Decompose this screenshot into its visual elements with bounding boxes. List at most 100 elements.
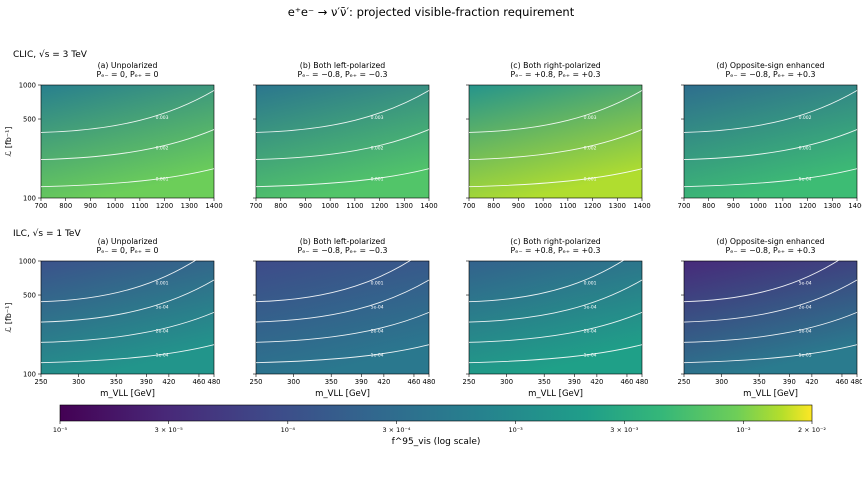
x-tick-label: 250 — [35, 378, 48, 386]
y-axis-label: ℒ [fb⁻¹] — [4, 303, 13, 333]
contour-label: 2e-04 — [371, 328, 384, 334]
panel-subtitle: Pₑ₋ = −0.8, Pₑ₊ = −0.3 — [298, 70, 388, 79]
panel-subtitle: Pₑ₋ = −0.8, Pₑ₊ = +0.3 — [726, 70, 816, 79]
x-tick-label: 480 — [851, 378, 862, 386]
x-tick-label: 1100 — [131, 202, 148, 210]
contour-label: 5e-04 — [371, 304, 384, 310]
y-tick-label: 1000 — [19, 258, 36, 266]
row-label-ilc: ILC, √s = 1 TeV — [13, 228, 81, 239]
contour-line — [468, 129, 643, 161]
heatmap-field — [683, 84, 858, 199]
panel-title: (c) Both right-polarized — [510, 237, 601, 246]
x-tick-label: 350 — [538, 378, 551, 386]
x-tick-label: 1000 — [534, 202, 551, 210]
heatmap-field — [255, 84, 430, 199]
x-tick-label: 1100 — [346, 202, 363, 210]
x-tick-label: 1200 — [371, 202, 388, 210]
panel-subtitle: Pₑ₋ = 0, Pₑ₊ = 0 — [97, 246, 159, 255]
colorbar-ticks: 10⁻⁵ 3 × 10⁻⁵ 10⁻⁴ 3 × 10⁻⁴ 10⁻³ 3 × 10⁻³ 10⁻²… — [53, 421, 826, 434]
contour-label: 2e-04 — [584, 328, 597, 334]
contour-line — [468, 168, 643, 188]
panel-title: (b) Both left-polarized — [300, 237, 385, 246]
contour-label: 5e-04 — [156, 304, 169, 310]
x-tick-label: 390 — [783, 378, 796, 386]
x-tick-label: 1000 — [106, 202, 123, 210]
contour-line — [468, 344, 643, 364]
contour-label: 0.001 — [371, 280, 384, 286]
heatmap-field — [468, 260, 643, 375]
x-axis-label: m_VLL [GeV] — [528, 389, 583, 399]
contour-label: 0.001 — [799, 146, 812, 152]
contour-label: 0.001 — [584, 280, 597, 286]
x-tick-label: 900 — [512, 202, 525, 210]
contour-label: 0.001 — [156, 176, 169, 182]
x-tick-label: 1000 — [321, 202, 338, 210]
x-tick-label: 480 — [636, 378, 649, 386]
x-tick-label: 350 — [753, 378, 766, 386]
x-tick-label: 800 — [59, 202, 72, 210]
contour-label: 2e-04 — [799, 304, 812, 310]
figure-title: e⁺e⁻ → ν′ν̄′: projected visible-fraction… — [288, 5, 575, 19]
x-tick-label: 460 — [620, 378, 633, 386]
x-axis-label: m_VLL [GeV] — [100, 389, 155, 399]
x-axis-label: m_VLL [GeV] — [315, 389, 370, 399]
x-tick-label: 300 — [500, 378, 513, 386]
contour-line — [40, 129, 215, 161]
x-tick-label: 390 — [568, 378, 581, 386]
panel-subtitle: Pₑ₋ = −0.8, Pₑ₊ = +0.3 — [726, 246, 816, 255]
contour-label: 1e-04 — [584, 352, 597, 358]
contour-label: 0.002 — [156, 146, 169, 152]
contour-line — [255, 90, 430, 133]
x-tick-label: 900 — [727, 202, 740, 210]
contour-line — [40, 279, 215, 323]
contour-label: 0.001 — [371, 176, 384, 182]
contour-line — [255, 168, 430, 188]
contour-line — [40, 168, 215, 188]
contour-label: 5e-04 — [799, 176, 812, 182]
colorbar-tick-label: 3 × 10⁻⁴ — [382, 426, 410, 434]
contour-label: 0.002 — [799, 115, 812, 121]
x-tick-label: 250 — [250, 378, 263, 386]
x-tick-label: 1300 — [181, 202, 198, 210]
y-tick-label: 500 — [23, 116, 36, 124]
heatmap-field — [683, 260, 858, 375]
contour-label: 5e-04 — [799, 280, 812, 286]
contour-label: 5e-04 — [584, 304, 597, 310]
heatmap-field — [40, 84, 215, 199]
contour-line — [255, 311, 430, 343]
x-tick-label: 460 — [407, 378, 420, 386]
x-tick-label: 1100 — [774, 202, 791, 210]
colorbar-tick-label: 3 × 10⁻⁵ — [155, 426, 183, 434]
x-tick-label: 350 — [110, 378, 123, 386]
contour-label: 0.003 — [584, 115, 597, 121]
x-tick-label: 700 — [250, 202, 263, 210]
contour-label: 5e-05 — [799, 352, 812, 358]
x-axis-label: m_VLL [GeV] — [743, 389, 798, 399]
x-tick-label: 1300 — [396, 202, 413, 210]
heatmap-field — [468, 84, 643, 199]
x-tick-label: 250 — [678, 378, 691, 386]
colorbar-tick-label: 10⁻⁴ — [281, 426, 296, 434]
x-tick-label: 800 — [274, 202, 287, 210]
contour-label: 0.002 — [371, 146, 384, 152]
contour-line — [40, 344, 215, 364]
x-tick-label: 250 — [463, 378, 476, 386]
panel-title: (a) Unpolarized — [98, 237, 158, 246]
contour-line — [468, 247, 643, 303]
contour-label: 2e-04 — [156, 328, 169, 334]
colorbar-tick-label: 3 × 10⁻³ — [610, 426, 638, 434]
x-tick-label: 1200 — [584, 202, 601, 210]
x-tick-label: 350 — [325, 378, 338, 386]
contour-line — [683, 279, 858, 323]
x-tick-label: 700 — [678, 202, 691, 210]
x-tick-label: 1300 — [824, 202, 841, 210]
panel-title: (c) Both right-polarized — [510, 61, 601, 70]
x-tick-label: 420 — [162, 378, 175, 386]
contour-line — [468, 279, 643, 323]
contour-line — [255, 279, 430, 323]
